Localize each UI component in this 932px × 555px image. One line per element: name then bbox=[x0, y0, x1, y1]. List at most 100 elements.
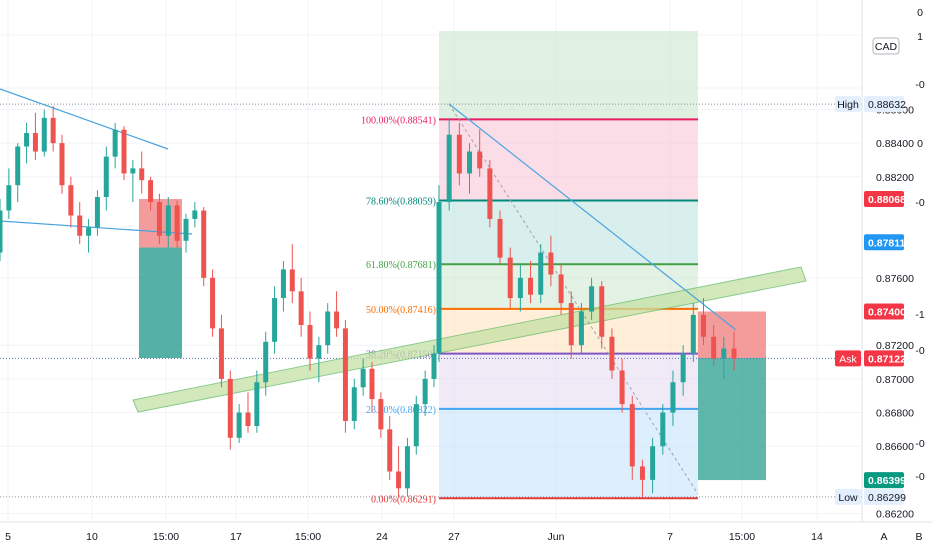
indicator-scale-label: 0 bbox=[917, 7, 923, 19]
time-tick-label: 10 bbox=[86, 531, 98, 543]
price-badge bbox=[864, 234, 904, 251]
price-badge-value: 0.87400 bbox=[868, 307, 906, 319]
candle-body bbox=[50, 117, 56, 144]
price-badge-tag-label: High bbox=[837, 99, 859, 111]
candle-body bbox=[369, 368, 375, 400]
candle-body bbox=[497, 218, 503, 258]
candle-body bbox=[548, 252, 554, 275]
candle-body bbox=[192, 210, 198, 219]
candle-body bbox=[41, 117, 47, 152]
currency-tag-label: CAD bbox=[875, 41, 898, 53]
price-tick-label: 0.88200 bbox=[876, 172, 914, 184]
candle-body bbox=[334, 311, 340, 329]
candle-body bbox=[201, 210, 207, 278]
candle-body bbox=[77, 215, 83, 236]
candle-body bbox=[86, 227, 92, 236]
price-tick-label: 0.87200 bbox=[876, 340, 914, 352]
price-badge bbox=[864, 303, 904, 320]
candle-body bbox=[680, 353, 686, 383]
fib-zone bbox=[439, 353, 698, 409]
indicator-scale-label: -0 bbox=[915, 438, 924, 450]
price-badge-value: 0.87122 bbox=[868, 353, 906, 365]
candle-body bbox=[477, 151, 483, 169]
fib-level-label: 78.60%(0.88059) bbox=[366, 197, 436, 208]
candle-body bbox=[307, 324, 313, 359]
candle-body bbox=[436, 202, 442, 354]
candle-body bbox=[254, 382, 260, 427]
candle-body bbox=[467, 151, 473, 174]
candle-body bbox=[68, 185, 74, 216]
price-tick-label: 0.86200 bbox=[876, 509, 914, 521]
candle-body bbox=[15, 146, 21, 186]
candle-body bbox=[396, 471, 402, 489]
candle-body bbox=[121, 129, 127, 174]
candle-body bbox=[431, 353, 437, 379]
candle-body bbox=[446, 134, 452, 203]
candle-body bbox=[650, 446, 656, 480]
trend-band bbox=[132, 266, 807, 413]
candle-body bbox=[413, 404, 419, 447]
candle-body bbox=[731, 348, 737, 359]
price-badge bbox=[864, 350, 904, 367]
indicator-scale-label: -0 bbox=[915, 197, 924, 209]
candle-body bbox=[342, 328, 348, 421]
candle-body bbox=[174, 205, 180, 241]
candle-body bbox=[700, 314, 706, 337]
candle-body bbox=[245, 412, 251, 427]
price-badge-tag bbox=[835, 350, 861, 367]
candle-body bbox=[103, 156, 109, 198]
candle-body bbox=[218, 328, 224, 379]
price-tick-label: 0.86600 bbox=[876, 441, 914, 453]
price-badge-tag bbox=[835, 488, 861, 505]
candle-body bbox=[578, 311, 584, 346]
indicator-scale-label: 0 bbox=[917, 138, 923, 150]
candle-body bbox=[280, 269, 286, 299]
candle-body bbox=[236, 412, 242, 438]
fib-level-label: 61.80%(0.87681) bbox=[366, 260, 436, 271]
candle-body bbox=[32, 133, 38, 152]
candle-body bbox=[639, 466, 645, 480]
candle-body bbox=[619, 370, 625, 405]
price-tick-label: 0.86800 bbox=[876, 408, 914, 420]
target-zone-right bbox=[698, 357, 766, 481]
time-tick-label: 15:00 bbox=[153, 531, 179, 543]
trendline-falling bbox=[448, 103, 737, 331]
fib-zone bbox=[439, 200, 698, 265]
price-badge bbox=[864, 472, 904, 489]
indicator-scale-label: -0 bbox=[915, 79, 924, 91]
candle-body bbox=[609, 336, 615, 371]
candle-body bbox=[487, 168, 493, 219]
price-badge-value: 0.88632 bbox=[868, 99, 906, 111]
fib-zone bbox=[439, 408, 698, 499]
candle-body bbox=[325, 311, 331, 346]
price-badge bbox=[864, 96, 904, 113]
candle-body bbox=[690, 314, 696, 354]
candle-body bbox=[165, 205, 171, 236]
fib-level-label: 23.60%(0.86822) bbox=[366, 405, 436, 416]
candle-body bbox=[156, 202, 162, 236]
candle-body bbox=[94, 197, 100, 228]
indicator-scale-label: -0 bbox=[915, 471, 924, 483]
candle-body bbox=[0, 210, 3, 253]
candle-body bbox=[660, 412, 666, 447]
candle-body bbox=[272, 298, 278, 342]
price-badge bbox=[864, 488, 904, 505]
channel-line-upper bbox=[0, 88, 169, 150]
time-tick-label: Jun bbox=[548, 531, 565, 543]
indicator-scale-label: 1 bbox=[917, 31, 923, 43]
price-badge-tag-label: Ask bbox=[839, 353, 857, 365]
candle-body bbox=[517, 277, 523, 299]
candle-body bbox=[404, 446, 410, 489]
candle-body bbox=[130, 168, 136, 174]
candle-body bbox=[599, 286, 605, 337]
candle-body bbox=[298, 291, 304, 325]
time-tick-label: 15:00 bbox=[729, 531, 755, 543]
candle-body bbox=[24, 133, 30, 147]
candle-body bbox=[670, 382, 676, 413]
candle-body bbox=[210, 277, 216, 329]
currency-tag[interactable] bbox=[872, 37, 900, 55]
price-tick-label: 0.87000 bbox=[876, 374, 914, 386]
candle-body bbox=[148, 180, 154, 203]
candle-body bbox=[183, 218, 189, 241]
